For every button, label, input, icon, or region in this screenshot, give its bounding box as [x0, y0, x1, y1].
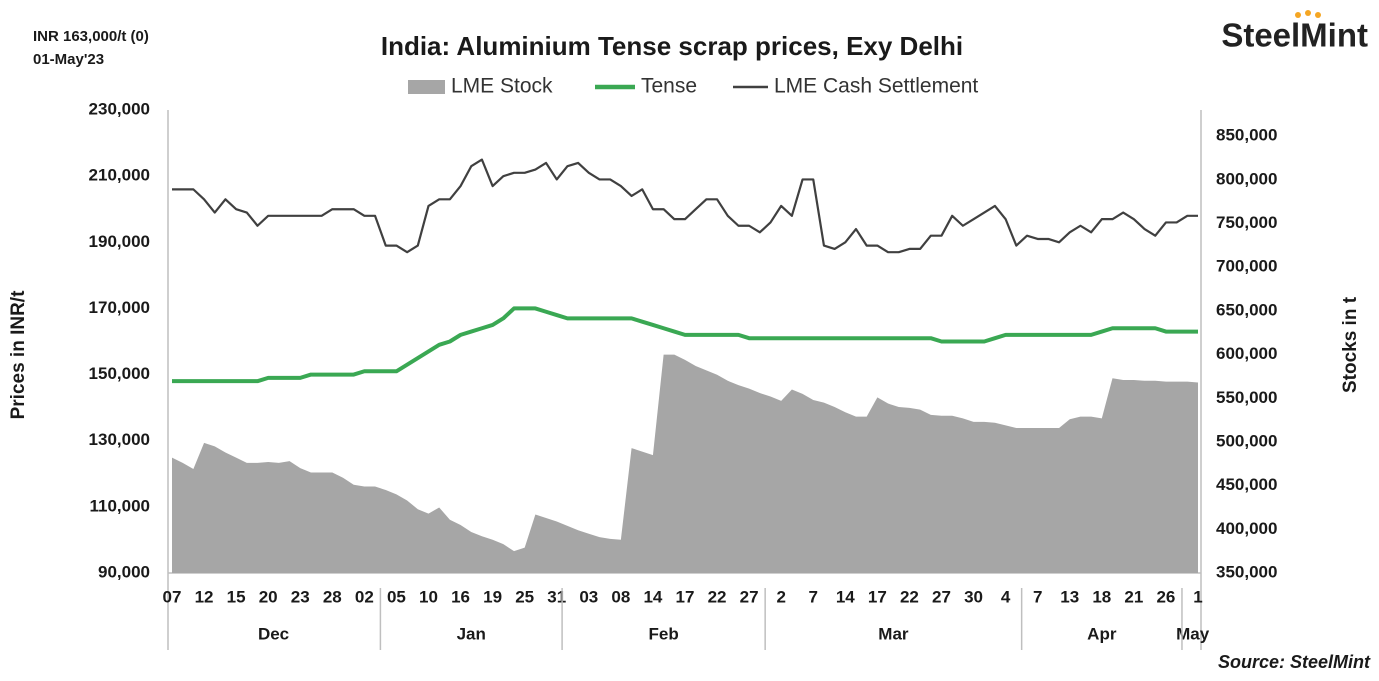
- x-tick-label: 15: [227, 587, 246, 606]
- y2-tick-label: 600,000: [1216, 344, 1277, 363]
- y2-tick-label: 700,000: [1216, 257, 1277, 276]
- legend-label: LME Stock: [451, 75, 553, 98]
- x-tick-label: 7: [1033, 587, 1042, 606]
- y2-tick-label: 850,000: [1216, 126, 1277, 145]
- y-tick-label: 170,000: [89, 298, 150, 317]
- x-tick-label: 27: [932, 587, 951, 606]
- logo-dot: [1305, 10, 1311, 16]
- y2-tick-label: 450,000: [1216, 475, 1277, 494]
- y-tick-label: 230,000: [89, 99, 150, 118]
- x-tick-label: 07: [163, 587, 182, 606]
- annotation: 01-May'23: [33, 51, 104, 68]
- logo-dot: [1315, 12, 1321, 18]
- x-tick-label: 27: [740, 587, 759, 606]
- x-tick-label: 17: [676, 587, 695, 606]
- x-tick-label: 17: [868, 587, 887, 606]
- y2-tick-label: 650,000: [1216, 300, 1277, 319]
- y-tick-label: 190,000: [89, 232, 150, 251]
- source: Source: SteelMint: [1218, 652, 1371, 672]
- line: [172, 306, 1198, 384]
- x-group-label: Dec: [258, 624, 289, 643]
- y2-tick-label: 750,000: [1216, 213, 1277, 232]
- x-tick-label: 22: [900, 587, 919, 606]
- x-tick-label: 30: [964, 587, 983, 606]
- x-tick-label: 4: [1001, 587, 1011, 606]
- x-tick-label: 31: [547, 587, 566, 606]
- x-tick-label: 10: [419, 587, 438, 606]
- x-tick-label: 20: [259, 587, 278, 606]
- x-tick-label: 13: [1060, 587, 1079, 606]
- x-tick-label: 1: [1193, 587, 1202, 606]
- x-group-label: Feb: [649, 624, 679, 643]
- legend-swatch: [408, 80, 445, 94]
- area: [172, 354, 1198, 573]
- y-tick-label: 90,000: [98, 562, 150, 581]
- logo-dot: [1295, 12, 1301, 18]
- line: [172, 158, 1198, 254]
- x-tick-label: 21: [1124, 587, 1143, 606]
- x-tick-label: 25: [515, 587, 534, 606]
- x-tick-label: 16: [451, 587, 470, 606]
- logo: SteelMint: [1221, 17, 1368, 54]
- x-tick-label: 18: [1092, 587, 1111, 606]
- x-tick-label: 22: [708, 587, 727, 606]
- y2-tick-label: 500,000: [1216, 431, 1277, 450]
- x-tick-label: 02: [355, 587, 374, 606]
- annotation: INR 163,000/t (0): [33, 28, 149, 45]
- legend-label: LME Cash Settlement: [774, 75, 978, 98]
- x-tick-label: 08: [611, 587, 630, 606]
- x-tick-label: 12: [195, 587, 214, 606]
- x-group-label: May: [1176, 624, 1210, 643]
- y2-tick-label: 400,000: [1216, 519, 1277, 538]
- y-tick-label: 210,000: [89, 166, 150, 185]
- x-group-label: Mar: [878, 624, 909, 643]
- x-tick-label: 7: [809, 587, 818, 606]
- chart-title: India: Aluminium Tense scrap prices, Exy…: [381, 31, 963, 61]
- x-tick-label: 14: [836, 587, 855, 606]
- y-tick-label: 150,000: [89, 364, 150, 383]
- x-group-label: Jan: [457, 624, 486, 643]
- x-tick-label: 26: [1156, 587, 1175, 606]
- x-tick-label: 19: [483, 587, 502, 606]
- y2-tick-label: 550,000: [1216, 388, 1277, 407]
- y-tick-label: 130,000: [89, 430, 150, 449]
- x-tick-label: 03: [579, 587, 598, 606]
- legend-label: Tense: [641, 75, 697, 98]
- x-tick-label: 23: [291, 587, 310, 606]
- x-tick-label: 28: [323, 587, 342, 606]
- y2-axis-title: Stocks in t: [1340, 296, 1361, 393]
- x-tick-label: 05: [387, 587, 406, 606]
- y-tick-label: 110,000: [89, 496, 150, 515]
- y-axis-title: Prices in INR/t: [8, 290, 29, 419]
- y2-tick-label: 800,000: [1216, 169, 1277, 188]
- x-group-label: Apr: [1087, 624, 1117, 643]
- x-tick-label: 2: [776, 587, 785, 606]
- x-tick-label: 14: [643, 587, 662, 606]
- y2-tick-label: 350,000: [1216, 562, 1277, 581]
